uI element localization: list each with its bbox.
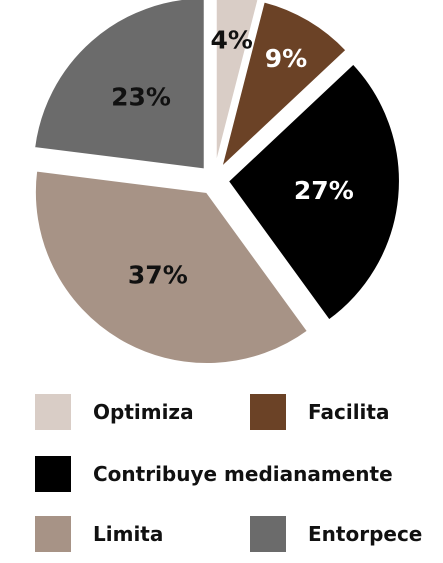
legend-item-limita: Limita	[35, 516, 163, 552]
legend-swatch-optimiza	[35, 394, 71, 430]
pie-slice-label-facilita: 9%	[265, 44, 307, 73]
legend-swatch-entorpece	[250, 516, 286, 552]
legend-item-contribuye-medianamente: Contribuye medianamente	[35, 456, 393, 492]
legend-label-optimiza: Optimiza	[93, 400, 194, 424]
legend-item-optimiza: Optimiza	[35, 394, 194, 430]
pie-slice-label-optimiza: 4%	[210, 25, 252, 54]
legend-swatch-facilita	[250, 394, 286, 430]
pie-slice-contribuye-medianamente	[226, 62, 401, 322]
pie-chart: 4% 9% 27% 37% 23%	[32, 0, 401, 366]
pie-slice-facilita	[219, 0, 348, 172]
legend-label-contribuye-medianamente: Contribuye medianamente	[93, 462, 393, 486]
pie-slice-entorpece	[32, 0, 206, 171]
pie-slice-label-entorpece: 23%	[111, 83, 171, 112]
legend-swatch-limita	[35, 516, 71, 552]
pie-slice-optimiza	[214, 0, 260, 167]
legend-swatch-contribuye-medianamente	[35, 456, 71, 492]
legend-label-limita: Limita	[93, 522, 164, 546]
legend-label-entorpece: Entorpece	[308, 522, 423, 546]
legend-item-entorpece: Entorpece	[250, 516, 422, 552]
pie-slice-label-limita: 37%	[128, 260, 188, 289]
pie-slice-limita	[33, 169, 310, 366]
legend-item-facilita: Facilita	[250, 394, 389, 430]
legend-label-facilita: Facilita	[308, 400, 390, 424]
pie-slice-label-contribuye-medianamente: 27%	[294, 176, 354, 205]
legend: Optimiza Facilita Contribuye medianament…	[0, 380, 443, 560]
